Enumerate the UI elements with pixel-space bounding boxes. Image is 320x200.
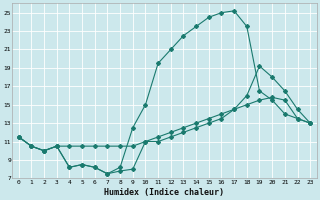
X-axis label: Humidex (Indice chaleur): Humidex (Indice chaleur): [104, 188, 224, 197]
